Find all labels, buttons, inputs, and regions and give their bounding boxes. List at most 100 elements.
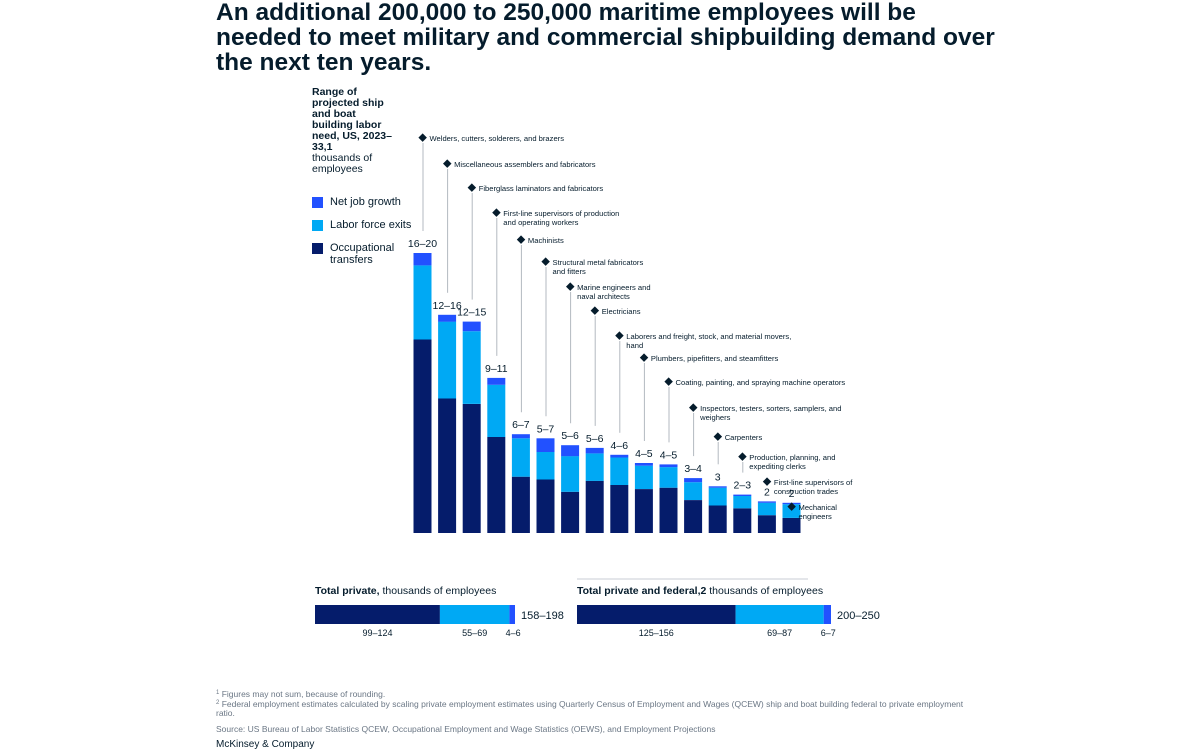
- bar-range-label-8: 5–6: [586, 433, 604, 445]
- bar-net-job-growth-7: [561, 445, 580, 457]
- source-note: Source: US Bureau of Labor Statistics QC…: [216, 723, 716, 734]
- category-label-6: Structural metal fabricators and fitters: [553, 258, 644, 276]
- total-header-1: Total private, thousands of employees: [315, 585, 496, 597]
- marker-diamond-4: [492, 208, 501, 217]
- bar-net-job-growth-10: [634, 463, 653, 466]
- bar-labor-force-exits-6: [536, 452, 555, 480]
- total-bar-1-net-job-growth: [509, 605, 515, 624]
- bar-range-label-6: 5–7: [537, 423, 555, 435]
- bar-occupational-transfers-12: [684, 500, 703, 533]
- bar-occupational-transfers-1: [413, 339, 432, 533]
- bar-occupational-transfers-10: [634, 489, 653, 533]
- bar-net-job-growth-4: [487, 377, 506, 385]
- bar-occupational-transfers-13: [708, 505, 727, 533]
- bar-range-label-5: 6–7: [512, 419, 530, 431]
- subtitle-bold: Range of projected ship and boat buildin…: [312, 86, 392, 153]
- category-label-13: Carpenters: [725, 433, 763, 442]
- bar-net-job-growth-13: [708, 486, 727, 488]
- total-bar-1-labor-force-exits: [439, 605, 510, 624]
- category-label-12: Inspectors, testers, sorters, samplers, …: [699, 404, 841, 422]
- bar-occupational-transfers-8: [585, 480, 604, 533]
- category-label-2: Miscellaneous assemblers and fabricators: [454, 160, 596, 169]
- bar-occupational-transfers-2: [438, 398, 457, 533]
- bar-net-job-growth-2: [438, 314, 457, 322]
- bar-range-label-2: 12–16: [432, 300, 461, 312]
- footnote-1-mark: 1: [216, 690, 220, 696]
- bar-net-job-growth-5: [511, 434, 530, 439]
- bar-labor-force-exits-5: [511, 438, 530, 477]
- bar-range-label-4: 9–11: [485, 363, 508, 375]
- legend-label: Labor force exits: [330, 219, 412, 231]
- bar-net-job-growth-8: [585, 447, 604, 454]
- legend-swatch-labor-force-exits: [312, 220, 323, 231]
- total-segment-label-2-3: 6–7: [821, 628, 836, 638]
- bar-labor-force-exits-4: [487, 384, 506, 437]
- total-bar-2-labor-force-exits: [735, 605, 824, 624]
- legend-swatch-net-job-growth: [312, 197, 323, 208]
- marker-diamond-6: [541, 257, 550, 266]
- marker-diamond-8: [590, 306, 600, 315]
- bar-labor-force-exits-7: [561, 456, 580, 492]
- total-range-1: 158–198: [521, 610, 564, 622]
- footnote-2: 2 Federal employment estimates calculate…: [216, 698, 976, 719]
- bar-labor-force-exits-14: [733, 495, 752, 509]
- bar-net-job-growth-15: [757, 501, 776, 503]
- legend-item-labor-force-exits: Labor force exits: [312, 219, 422, 231]
- bar-range-label-15: 2: [764, 486, 770, 498]
- bar-range-label-11: 4–5: [660, 449, 678, 461]
- category-label-14: Production, planning, and expediting cler…: [749, 453, 835, 471]
- bar-net-job-growth-6: [536, 438, 555, 452]
- category-label-1: Welders, cutters, solderers, and brazers: [430, 134, 565, 143]
- footnote-2-text: Federal employment estimates calculated …: [216, 698, 964, 718]
- total-segment-label-2-2: 69–87: [767, 628, 792, 638]
- bar-range-label-14: 2–3: [734, 480, 752, 492]
- marker-diamond-7: [566, 282, 575, 291]
- marker-diamond-14: [738, 452, 747, 461]
- total-bar-2-occupational-transfers: [577, 605, 736, 624]
- bar-occupational-transfers-3: [462, 404, 481, 533]
- bar-occupational-transfers-4: [487, 436, 506, 533]
- bar-labor-force-exits-15: [757, 502, 776, 516]
- total-segment-label-1-2: 55–69: [462, 628, 487, 638]
- category-label-7: Marine engineers and naval architects: [577, 283, 650, 301]
- bar-labor-force-exits-11: [659, 467, 678, 488]
- bar-occupational-transfers-7: [561, 491, 580, 533]
- legend: Net job growth Labor force exits Occupat…: [312, 196, 422, 277]
- footnote-2-mark: 2: [216, 699, 220, 706]
- category-label-8: Electricians: [602, 307, 641, 316]
- bar-occupational-transfers-6: [536, 479, 555, 533]
- bar-chart: 16–20 Welders, cutters, solderers, and br…: [315, 133, 880, 638]
- marker-diamond-13: [713, 432, 723, 441]
- bar-range-label-13: 3: [715, 471, 721, 483]
- marker-diamond-2: [443, 159, 452, 168]
- category-label-9: Laborers and freight, stock, and materia…: [626, 332, 791, 350]
- chart-title: An additional 200,000 to 250,000 maritim…: [216, 0, 995, 76]
- total-segment-label-1-3: 4–6: [506, 628, 521, 638]
- bar-labor-force-exits-13: [708, 487, 727, 506]
- total-bar-1-occupational-transfers: [315, 605, 440, 624]
- marker-diamond-5: [516, 235, 526, 244]
- total-segment-label-2-1: 125–156: [639, 628, 674, 638]
- bar-labor-force-exits-3: [462, 331, 481, 404]
- legend-item-net-job-growth: Net job growth: [312, 196, 422, 208]
- legend-swatch-occupational-transfers: [312, 243, 323, 254]
- bar-occupational-transfers-16: [782, 517, 801, 533]
- bar-labor-force-exits-12: [684, 482, 703, 500]
- legend-label: Occupational transfers: [330, 242, 395, 266]
- marker-diamond-16: [787, 502, 796, 511]
- category-label-16: Mechanical engineers: [799, 503, 838, 521]
- bar-occupational-transfers-9: [610, 485, 629, 533]
- marker-diamond-10: [639, 353, 649, 362]
- bar-net-job-growth-3: [462, 321, 481, 332]
- legend-item-occupational-transfers: Occupational transfers: [312, 242, 422, 266]
- bar-labor-force-exits-8: [585, 453, 604, 481]
- bar-labor-force-exits-1: [413, 265, 432, 340]
- marker-diamond-11: [664, 377, 673, 386]
- bar-net-job-growth-11: [659, 464, 678, 468]
- bar-occupational-transfers-15: [757, 515, 776, 533]
- bar-range-label-16: 2: [789, 488, 795, 500]
- bar-net-job-growth-9: [610, 454, 629, 458]
- marker-diamond-15: [762, 477, 772, 486]
- bar-net-job-growth-12: [684, 478, 703, 483]
- bar-occupational-transfers-11: [659, 487, 678, 533]
